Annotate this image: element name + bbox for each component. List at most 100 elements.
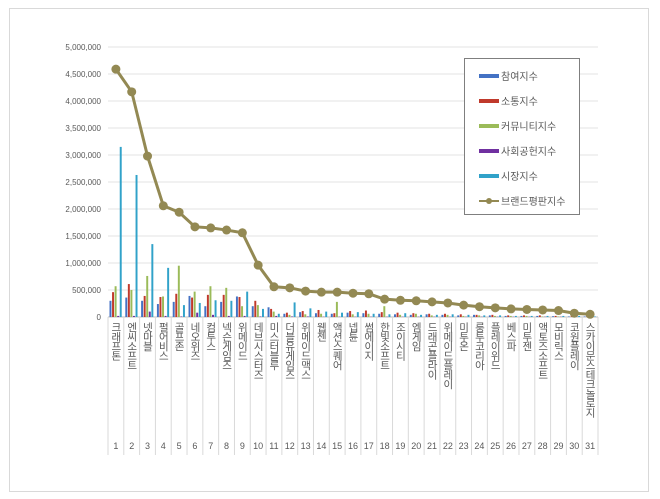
brand-index-point-23 bbox=[459, 300, 469, 310]
y-tick-label: 1,000,000 bbox=[65, 259, 101, 268]
bar-10-series-3 bbox=[256, 305, 259, 317]
bar-16-series-1 bbox=[346, 312, 349, 317]
bar-25-series-2 bbox=[491, 314, 494, 317]
bar-1-series-5 bbox=[119, 146, 122, 317]
bar-9-series-4 bbox=[243, 315, 246, 317]
category-rank: 12 bbox=[284, 441, 295, 451]
bar-10-series-1 bbox=[251, 306, 254, 317]
bar-15-series-5 bbox=[341, 312, 343, 317]
chart-frame bbox=[9, 8, 649, 492]
bar-29-series-3 bbox=[557, 316, 560, 317]
y-tick-label: 500,000 bbox=[72, 286, 101, 295]
bar-10-series-4 bbox=[259, 316, 262, 317]
category-label: 골프존 bbox=[173, 322, 186, 351]
legend-label: 소통지수 bbox=[501, 97, 538, 108]
category-label: 넥슨게임즈 bbox=[220, 322, 233, 370]
bar-24-series-2 bbox=[475, 314, 478, 317]
category-rank: 2 bbox=[129, 441, 135, 451]
bar-3-series-1 bbox=[141, 300, 144, 317]
bar-8-series-4 bbox=[227, 315, 230, 317]
bar-15-series-2 bbox=[333, 313, 336, 317]
bar-19-series-5 bbox=[404, 313, 407, 317]
brand-index-point-28 bbox=[538, 305, 548, 315]
legend-label: 참여지수 bbox=[501, 72, 538, 83]
bar-9-series-2 bbox=[238, 297, 241, 317]
bar-23-series-3 bbox=[462, 315, 465, 317]
bar-22-series-1 bbox=[441, 314, 444, 317]
bar-18-series-5 bbox=[388, 314, 391, 317]
bar-15-series-3 bbox=[335, 301, 338, 317]
bar-21-series-5 bbox=[435, 314, 438, 317]
category-label: 미투온 bbox=[457, 322, 470, 351]
bar-24-series-5 bbox=[483, 315, 486, 317]
bar-1-series-2 bbox=[112, 292, 115, 317]
bar-23-series-2 bbox=[459, 314, 462, 317]
brand-index-point-26 bbox=[506, 304, 516, 314]
bar-16-series-5 bbox=[356, 312, 359, 317]
category-label: 위메이드맥스 bbox=[299, 322, 312, 379]
bar-8-series-2 bbox=[222, 294, 225, 317]
brand-index-point-14 bbox=[316, 287, 326, 297]
bar-14-series-5 bbox=[325, 311, 328, 317]
bar-29-series-1 bbox=[552, 316, 555, 317]
bar-11-series-4 bbox=[275, 315, 278, 317]
legend-item: 브랜드평판지수 bbox=[479, 193, 565, 208]
brand-index-point-7 bbox=[206, 223, 216, 233]
bar-26-series-3 bbox=[509, 315, 512, 317]
bar-28-series-2 bbox=[538, 315, 541, 317]
bar-13-series-5 bbox=[309, 308, 312, 317]
category-rank: 31 bbox=[585, 441, 596, 451]
category-label: 룽투코리아 bbox=[473, 322, 486, 370]
bar-27-series-5 bbox=[530, 315, 533, 317]
category-label: 위메이드플레이 bbox=[441, 322, 454, 389]
category-label: 엔씨소프트 bbox=[125, 322, 138, 370]
bar-4-series-5 bbox=[167, 267, 170, 317]
bar-26-series-2 bbox=[507, 315, 510, 317]
brand-index-point-29 bbox=[553, 306, 563, 316]
bar-3-series-2 bbox=[143, 295, 146, 317]
legend-swatch-icon bbox=[479, 123, 499, 128]
bar-29-series-2 bbox=[554, 315, 557, 317]
legend-swatch-icon bbox=[479, 98, 499, 103]
category-rank: 7 bbox=[208, 441, 214, 451]
bar-12-series-3 bbox=[288, 314, 291, 317]
y-tick-label: 4,000,000 bbox=[65, 97, 101, 106]
bar-25-series-1 bbox=[488, 315, 491, 317]
brand-index-point-8 bbox=[222, 225, 232, 235]
bar-20-series-5 bbox=[420, 314, 423, 317]
bar-7-series-1 bbox=[204, 306, 207, 317]
category-rank: 28 bbox=[537, 441, 548, 451]
bar-19-series-2 bbox=[396, 312, 399, 317]
brand-index-point-12 bbox=[285, 283, 295, 293]
bar-22-series-5 bbox=[451, 314, 454, 317]
category-label: 미스터블루 bbox=[267, 322, 280, 370]
bar-27-series-3 bbox=[525, 315, 528, 317]
category-label: 웹젠 bbox=[315, 322, 328, 341]
bar-1-series-3 bbox=[114, 286, 117, 317]
category-rank: 16 bbox=[347, 441, 358, 451]
bar-13-series-2 bbox=[301, 311, 304, 317]
bar-18-series-3 bbox=[383, 306, 386, 317]
category-rank: 6 bbox=[192, 441, 198, 451]
bar-13-series-4 bbox=[306, 316, 309, 317]
category-rank: 18 bbox=[379, 441, 390, 451]
y-tick-label: 5,000,000 bbox=[65, 43, 101, 52]
category-rank: 19 bbox=[395, 441, 406, 451]
bar-2-series-3 bbox=[130, 290, 133, 317]
legend-label: 커뮤니티지수 bbox=[501, 122, 557, 133]
brand-index-point-10 bbox=[253, 260, 263, 270]
bar-26-series-1 bbox=[504, 315, 507, 317]
bar-2-series-2 bbox=[127, 284, 130, 317]
category-rank: 20 bbox=[411, 441, 422, 451]
bar-31-series-1 bbox=[583, 316, 586, 317]
category-rank: 26 bbox=[506, 441, 517, 451]
category-rank: 9 bbox=[239, 441, 245, 451]
bar-21-series-3 bbox=[430, 315, 433, 317]
bar-22-series-3 bbox=[446, 314, 449, 317]
brand-index-point-22 bbox=[443, 298, 453, 308]
category-label: 액션스퀘어 bbox=[331, 322, 344, 370]
bar-8-series-3 bbox=[225, 287, 228, 317]
bar-18-series-1 bbox=[378, 313, 381, 317]
brand-index-point-25 bbox=[490, 303, 500, 313]
y-tick-label: 3,000,000 bbox=[65, 151, 101, 160]
